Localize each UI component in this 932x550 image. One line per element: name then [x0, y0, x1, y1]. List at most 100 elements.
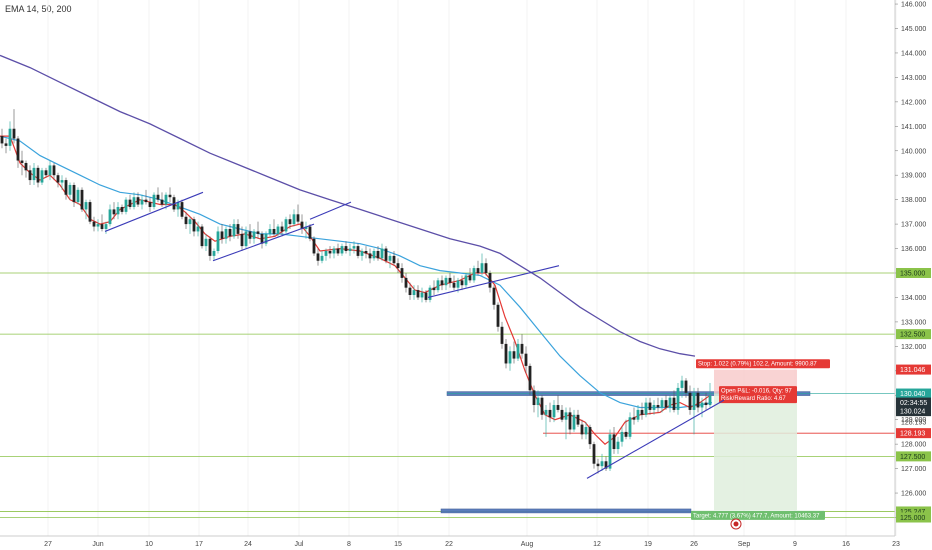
candle [632, 407, 636, 425]
candle [484, 258, 488, 276]
candle-body [20, 160, 24, 163]
candle [652, 400, 656, 415]
candle-body [560, 409, 564, 420]
target-zone-fill [714, 393, 797, 511]
candle [396, 258, 400, 273]
candle-body [404, 277, 408, 288]
trendline [586, 399, 725, 479]
candle [408, 282, 412, 300]
candle-body [320, 255, 324, 261]
candle [604, 456, 608, 472]
target-zone [440, 508, 692, 514]
level-tag-bg [896, 512, 931, 523]
support-price-tag-bg [896, 428, 931, 439]
candle-body [436, 280, 440, 291]
candle [692, 387, 696, 435]
candle [260, 231, 264, 249]
candle [640, 402, 644, 420]
candle [0, 128, 4, 149]
candle-body [300, 221, 304, 229]
candle [388, 253, 392, 269]
candle [104, 221, 108, 234]
candle [348, 243, 352, 256]
candle-body [228, 228, 232, 237]
level-tag-bg [896, 268, 931, 278]
event-icon-dot [733, 521, 739, 527]
candle-body [236, 224, 240, 234]
candle [212, 248, 216, 261]
candle [508, 346, 512, 371]
candle [140, 194, 144, 210]
trendline [212, 223, 315, 262]
candle [116, 202, 120, 220]
candle [500, 321, 504, 349]
candle [336, 243, 340, 256]
y-tick-label: 127.000 [901, 466, 926, 473]
candle-body [604, 461, 608, 469]
candle-body [360, 250, 364, 256]
candle [312, 236, 316, 256]
candle-body [636, 409, 640, 420]
candle [288, 214, 292, 229]
candle-body [348, 248, 352, 251]
candle-body [700, 402, 704, 408]
candle-body [620, 431, 624, 442]
candle [8, 121, 12, 151]
candle-body [420, 292, 424, 298]
candle-body [112, 209, 116, 215]
candle-body [264, 233, 268, 244]
candle [188, 216, 192, 234]
y-tick-label: 145.000 [901, 26, 926, 33]
candle-body [108, 209, 112, 225]
candle [540, 395, 544, 420]
x-tick-label: 10 [145, 541, 153, 548]
candle [88, 199, 92, 225]
candle [696, 387, 700, 413]
candle [340, 243, 344, 256]
candle [392, 250, 396, 266]
candle-body [212, 250, 216, 256]
x-tick-label: 23 [892, 541, 900, 548]
candle [32, 162, 36, 185]
candle [644, 397, 648, 418]
candle-body [656, 405, 660, 408]
candle-body [340, 246, 344, 254]
candle-body [96, 224, 100, 227]
candle [700, 397, 704, 418]
x-tick-label: 9 [793, 541, 797, 548]
candle [428, 285, 432, 303]
countdown-tag-bg [896, 397, 931, 408]
candle [616, 436, 620, 454]
x-tick-label: 17 [195, 541, 203, 548]
candle [400, 263, 404, 283]
candle-body [652, 405, 656, 410]
candle-body [500, 326, 504, 344]
candle [704, 392, 708, 410]
candle-body [600, 461, 604, 467]
candle-body [288, 219, 292, 225]
candle [680, 375, 684, 398]
candle-body [480, 263, 484, 273]
candle-body [248, 231, 252, 239]
candle-body [252, 231, 256, 239]
candle-body [528, 365, 532, 391]
candle [280, 221, 284, 237]
stop-label-bg [696, 359, 830, 369]
candle [588, 424, 592, 450]
candle [596, 458, 600, 474]
candle-body [184, 216, 188, 225]
candle-body [72, 184, 76, 203]
candle-body [428, 287, 432, 300]
candle-body [60, 180, 64, 183]
candle [460, 275, 464, 291]
candle [476, 260, 480, 276]
candle [316, 248, 320, 266]
candle-body [648, 402, 652, 410]
x-tick-label: Jul [295, 541, 304, 548]
candle-body [376, 250, 380, 259]
candle-body [584, 427, 588, 435]
candle-body [168, 194, 172, 198]
trendline [427, 265, 560, 298]
